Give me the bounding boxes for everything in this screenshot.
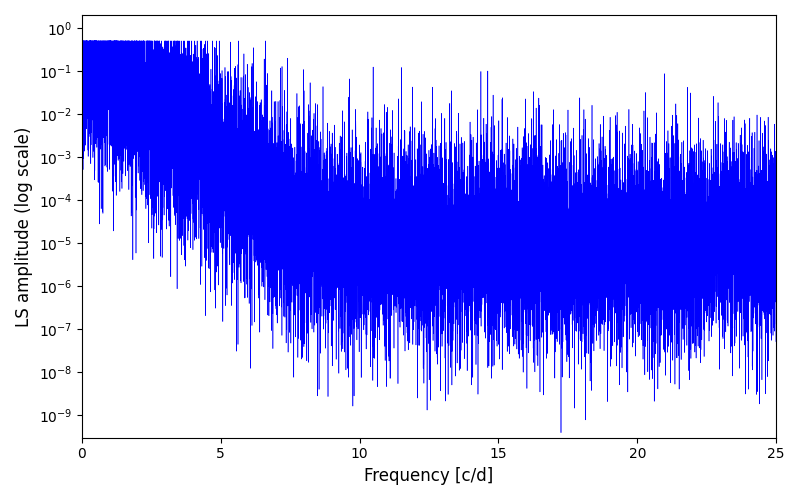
Y-axis label: LS amplitude (log scale): LS amplitude (log scale) bbox=[15, 126, 33, 326]
X-axis label: Frequency [c/d]: Frequency [c/d] bbox=[364, 467, 494, 485]
